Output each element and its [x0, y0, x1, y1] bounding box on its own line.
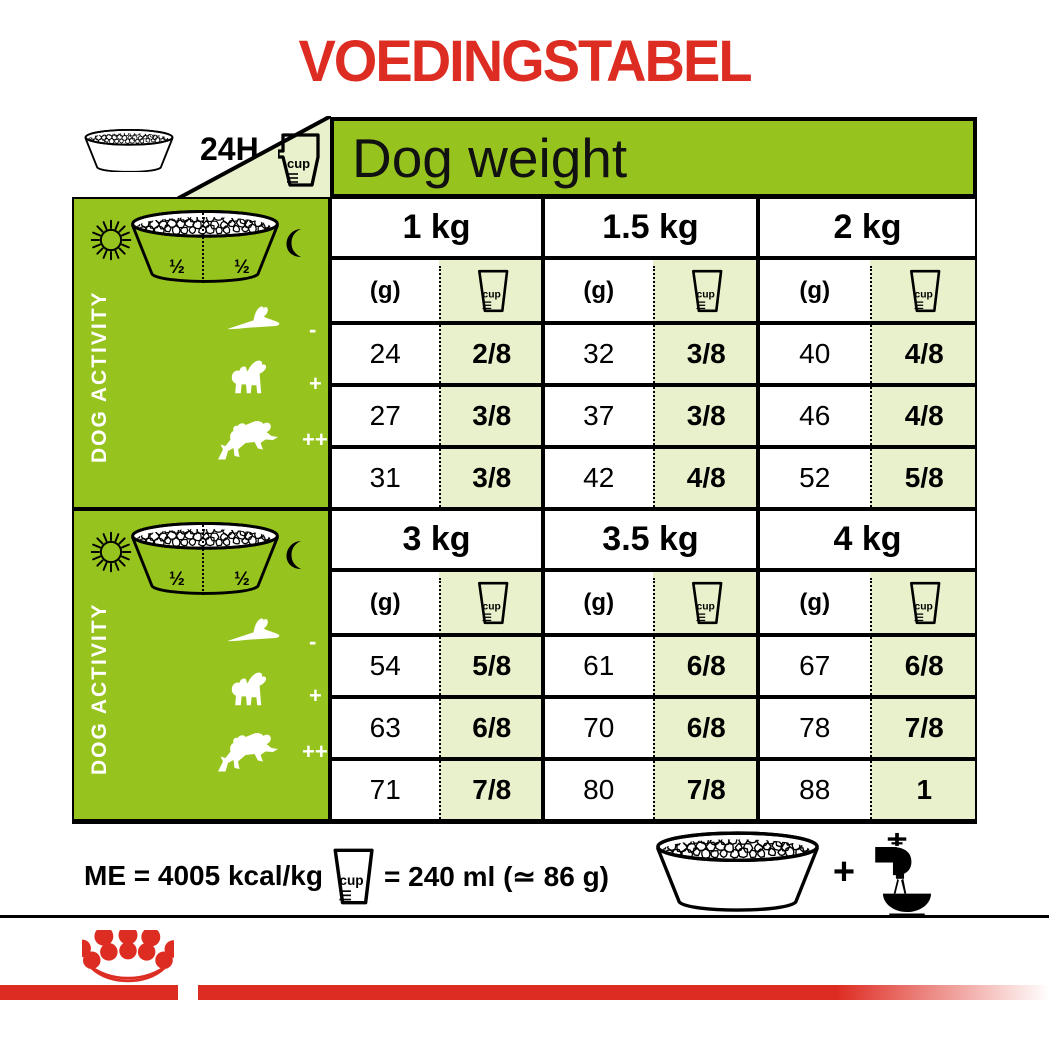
- svg-text:cup: cup: [915, 289, 933, 300]
- svg-text:cup: cup: [287, 156, 310, 171]
- svg-text:cup: cup: [339, 873, 363, 888]
- svg-text:cup: cup: [697, 601, 715, 612]
- svg-text:cup: cup: [915, 601, 933, 612]
- svg-text:cup: cup: [697, 289, 715, 300]
- svg-text:cup: cup: [482, 601, 500, 612]
- svg-text:cup: cup: [482, 289, 500, 300]
